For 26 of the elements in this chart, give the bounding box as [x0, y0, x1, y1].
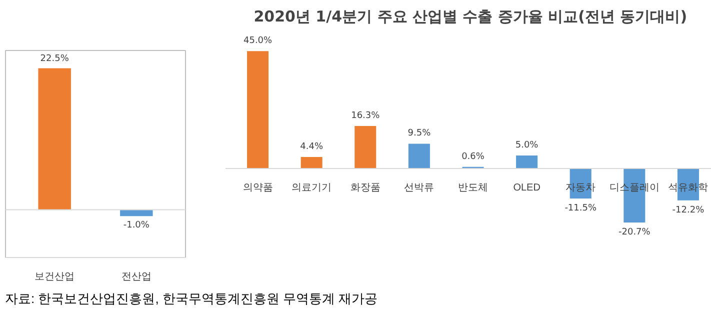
data-label: 16.3%	[351, 110, 380, 121]
bar	[408, 144, 430, 168]
data-label: 22.5%	[40, 54, 70, 64]
data-label: 4.4%	[300, 142, 324, 152]
data-label: -12.2%	[672, 205, 705, 216]
x-tick-label: 의료기기	[292, 182, 332, 194]
x-tick-label: OLED	[513, 182, 540, 194]
x-tick-label: 화장품	[350, 182, 380, 194]
x-tick-label: 반도체	[458, 182, 488, 194]
x-tick-label: 의약품	[242, 182, 273, 194]
x-tick-label: 선박류	[404, 182, 434, 194]
chart-title: 2020년 1/4분기 주요 산업별 수출 증가율 비교(전년 동기대비)	[254, 8, 688, 26]
data-label: 5.0%	[515, 140, 539, 150]
data-label: -1.0%	[123, 220, 150, 231]
bar	[516, 155, 538, 168]
data-label: 45.0%	[243, 36, 273, 46]
x-tick-label: 보건산업	[34, 272, 75, 282]
bar	[354, 126, 376, 168]
bar	[247, 51, 269, 168]
text: 자료: 한국보건산업진흥원, 한국무역통계진흥원 무역통계 재가공	[5, 290, 378, 308]
data-label: 0.6%	[462, 152, 485, 162]
x-tick-label: 전산업	[121, 272, 152, 282]
data-label: 9.5%	[408, 128, 432, 139]
data-label: -20.7%	[618, 228, 651, 238]
data-label: -11.5%	[564, 204, 597, 214]
bar	[300, 157, 322, 168]
